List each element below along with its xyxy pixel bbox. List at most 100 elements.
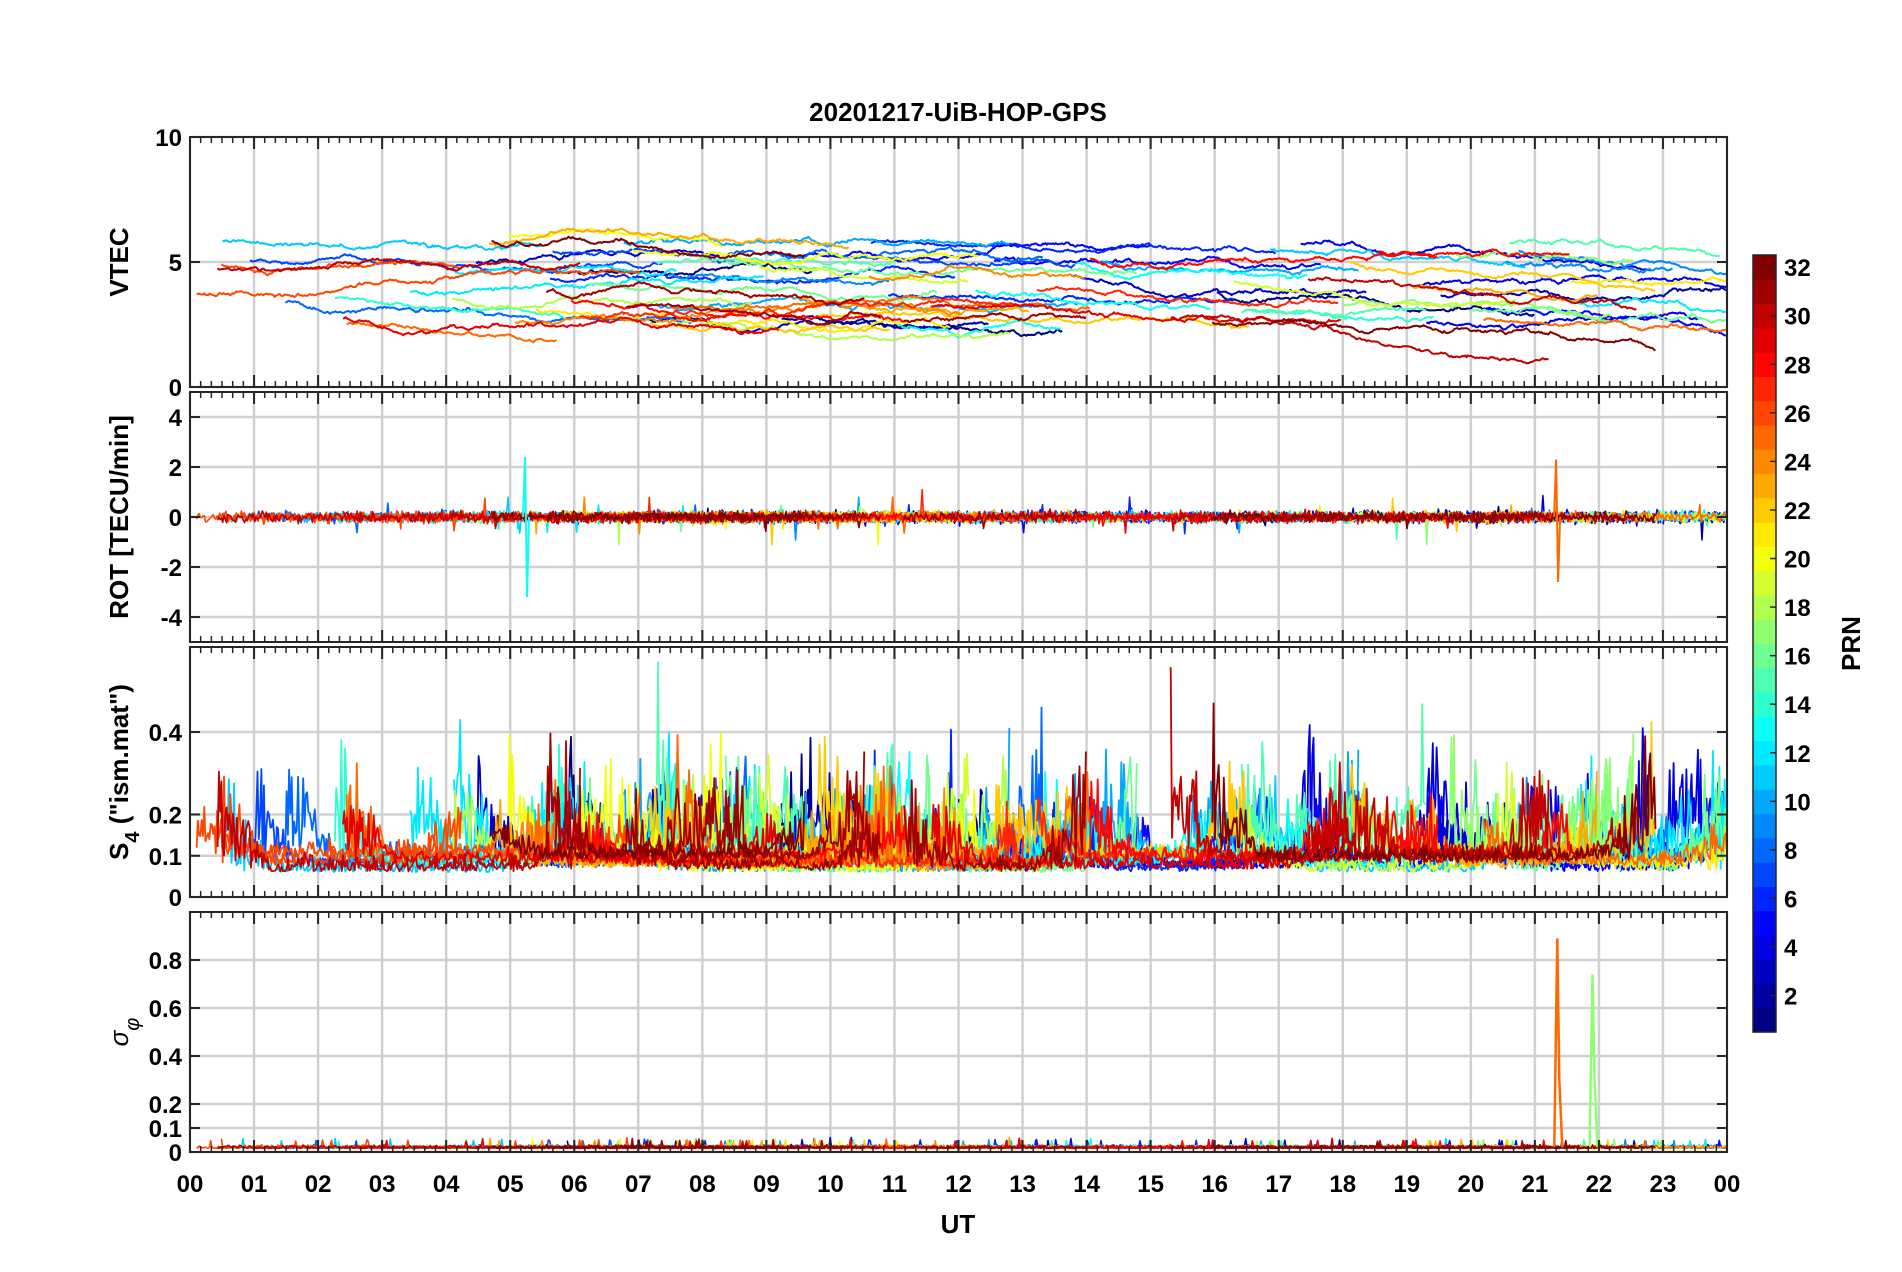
s4-ylabel-suffix: ("ism.mat") bbox=[104, 684, 134, 831]
prn-trace bbox=[195, 792, 641, 858]
colorbar-tick-label: 16 bbox=[1784, 644, 1811, 671]
x-tick-labels: 00 01 02 03 04 05 06 07 08 09 10 11 12 13 14 15 16 17 18 19… bbox=[177, 1171, 1741, 1198]
x-tick-label: 11 bbox=[882, 1171, 907, 1198]
prn-trace bbox=[1211, 318, 1656, 352]
x-tick-label: 07 bbox=[625, 1171, 652, 1198]
y-tick-label: 0.6 bbox=[149, 996, 182, 1023]
colorbar-tick-label: 12 bbox=[1784, 741, 1811, 768]
x-tick-label: 10 bbox=[817, 1171, 844, 1198]
prn-trace bbox=[1076, 261, 1308, 281]
prn-trace bbox=[868, 264, 1085, 282]
colorbar-cell bbox=[1753, 692, 1776, 717]
prn-trace bbox=[1425, 311, 1702, 331]
prn-trace bbox=[1245, 308, 1434, 323]
colorbar-tick-label: 26 bbox=[1784, 401, 1811, 428]
colorbar-cell bbox=[1753, 352, 1776, 378]
sigma-phi-ylabel: σφ bbox=[104, 1018, 144, 1047]
prn-trace bbox=[625, 510, 882, 529]
x-tick-label: 13 bbox=[1009, 1171, 1036, 1198]
prn-trace bbox=[975, 289, 1210, 312]
prn-trace bbox=[221, 239, 542, 251]
colorbar-tick-label: 20 bbox=[1784, 547, 1811, 574]
colorbar-cell bbox=[1753, 327, 1776, 353]
sigma-phi-ylabel-subscript: φ bbox=[122, 1018, 144, 1031]
colorbar-cell bbox=[1753, 546, 1776, 572]
prn-trace bbox=[1483, 317, 1727, 333]
colorbar-cell bbox=[1753, 400, 1776, 426]
prn-trace bbox=[903, 311, 1087, 324]
colorbar-cell bbox=[1753, 376, 1776, 402]
prn-trace bbox=[1233, 280, 1517, 308]
colorbar-cell bbox=[1753, 813, 1776, 839]
prn-trace bbox=[895, 319, 1061, 339]
colorbar-cell bbox=[1753, 764, 1776, 790]
prn-trace bbox=[452, 294, 753, 310]
colorbar-cell bbox=[1753, 619, 1776, 645]
prn-trace bbox=[1418, 274, 1727, 289]
x-tick-label: 06 bbox=[561, 1171, 588, 1198]
colorbar-tick-label: 4 bbox=[1784, 935, 1798, 962]
colorbar-cell bbox=[1753, 279, 1776, 305]
colorbar-tick-label: 14 bbox=[1784, 692, 1811, 719]
prn-trace bbox=[625, 302, 882, 326]
colorbar-tick-label: 22 bbox=[1784, 498, 1811, 525]
colorbar-cell bbox=[1753, 449, 1776, 475]
prn-trace bbox=[545, 509, 865, 525]
x-tick-label: 15 bbox=[1137, 1171, 1164, 1198]
x-tick-label: 05 bbox=[497, 1171, 524, 1198]
colorbar-tick-label: 6 bbox=[1784, 886, 1797, 913]
prn-trace bbox=[453, 264, 677, 278]
y-tick-label: 0.1 bbox=[149, 844, 182, 871]
prn-trace bbox=[625, 788, 882, 871]
x-tick-label: 09 bbox=[753, 1171, 780, 1198]
prn-trace bbox=[216, 740, 581, 873]
prn-trace bbox=[490, 801, 806, 860]
prn-trace bbox=[216, 509, 581, 530]
prn-trace bbox=[1342, 298, 1612, 321]
s4-ylabel-subscript: 4 bbox=[122, 831, 144, 843]
x-tick-label: 20 bbox=[1457, 1171, 1484, 1198]
prn-trace bbox=[868, 802, 1086, 873]
x-tick-label: 21 bbox=[1522, 1171, 1549, 1198]
colorbar-cell bbox=[1753, 570, 1776, 596]
prn-trace bbox=[903, 1144, 1087, 1150]
sigma-phi-panel: 00.10.2 0.4 0.6 0.8 σφ bbox=[104, 911, 1729, 1167]
y-tick-label: -4 bbox=[161, 605, 183, 632]
y-tick-label: 0.8 bbox=[149, 948, 182, 975]
colorbar-cell bbox=[1753, 303, 1776, 329]
x-tick-label: 00 bbox=[177, 1171, 204, 1198]
colorbar-tick-label: 28 bbox=[1784, 352, 1811, 379]
y-tick-label: -2 bbox=[161, 555, 182, 582]
colorbar-cell bbox=[1753, 789, 1776, 815]
sigma-phi-ylabel-main: σ bbox=[104, 1029, 134, 1046]
prn-trace bbox=[1170, 314, 1549, 365]
x-tick-label: 14 bbox=[1073, 1171, 1100, 1198]
rot-spike bbox=[1553, 459, 1562, 583]
prn-trace bbox=[196, 267, 640, 298]
colorbar-tick-label: 18 bbox=[1784, 595, 1811, 622]
colorbar-cell bbox=[1753, 983, 1776, 1009]
x-tick-label: 01 bbox=[241, 1171, 268, 1198]
colorbar-cell bbox=[1753, 473, 1776, 499]
y-tick-label: 0 bbox=[169, 505, 182, 532]
prn-trace bbox=[1089, 251, 1438, 271]
prn-trace bbox=[488, 227, 850, 250]
y-tick-label: 0 bbox=[169, 885, 182, 912]
prn-trace bbox=[668, 273, 890, 286]
prn-trace bbox=[579, 297, 1024, 321]
prn-trace bbox=[903, 508, 1087, 530]
prn-trace bbox=[656, 257, 896, 268]
s4-ylabel-main: S bbox=[104, 843, 134, 860]
prn-trace bbox=[545, 281, 865, 306]
s4-panel: 0 0.1 0.2 0.4 S4 ("ism.mat") bbox=[104, 646, 1729, 912]
prn-trace bbox=[1508, 238, 1720, 258]
prn-trace bbox=[249, 253, 663, 275]
prn-trace bbox=[409, 274, 765, 297]
colorbar-tick-label: 30 bbox=[1784, 304, 1811, 331]
prn-trace bbox=[334, 296, 565, 319]
colorbar-tick-label: 8 bbox=[1784, 838, 1797, 865]
prn-trace bbox=[1170, 508, 1550, 532]
colorbar-cell bbox=[1753, 522, 1776, 547]
y-tick-label: 0 bbox=[169, 1140, 182, 1167]
